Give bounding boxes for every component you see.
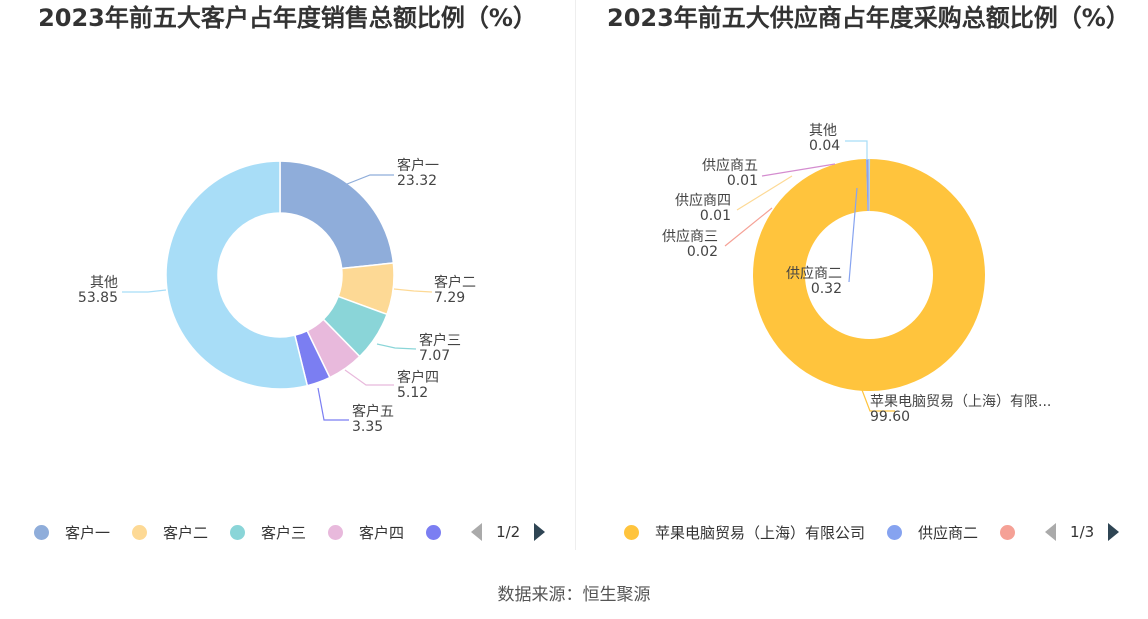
chart-title: 2023年前五大供应商占年度采购总额比例（%） bbox=[607, 4, 1130, 32]
label-leader-line bbox=[724, 207, 773, 247]
customer-chart-panel: 2023年前五大客户占年度销售总额比例（%） 客户一 23.32 客户二 7.29 客户… bbox=[0, 0, 575, 550]
legend-pager: 1/3 bbox=[1045, 523, 1120, 541]
legend-dot bbox=[887, 524, 903, 540]
slice-label: 其他 bbox=[809, 123, 837, 139]
pie-slice[interactable] bbox=[279, 160, 395, 270]
data-source-note: 数据来源：恒生聚源 bbox=[497, 585, 651, 605]
slice-label: 供应商四 bbox=[675, 192, 731, 209]
prev-page-icon[interactable] bbox=[1045, 523, 1057, 541]
slice-label: 供应商二 bbox=[786, 265, 842, 282]
pie-slice[interactable] bbox=[753, 159, 986, 391]
slice-value-label: 5.12 bbox=[397, 385, 428, 401]
label-leader-line bbox=[393, 288, 433, 293]
slice-label: 客户一 bbox=[397, 157, 439, 174]
legend-page-indicator: 1/2 bbox=[496, 523, 521, 541]
slice-value-label: 0.02 bbox=[687, 244, 718, 260]
slice-value-label: 0.01 bbox=[700, 208, 731, 224]
legend-page-indicator: 1/3 bbox=[1070, 523, 1095, 541]
legend-item[interactable]: 供应商二 bbox=[887, 522, 978, 543]
legend-dot bbox=[230, 524, 246, 540]
next-page-icon[interactable] bbox=[1108, 523, 1120, 541]
legend-item[interactable]: 客户四 bbox=[328, 522, 404, 543]
legend-label: 客户一 bbox=[65, 523, 111, 542]
slice-label: 客户三 bbox=[419, 332, 461, 349]
legend-label: 客户三 bbox=[261, 523, 307, 542]
legend-item[interactable] bbox=[1000, 524, 1031, 540]
legend-item[interactable] bbox=[426, 524, 457, 540]
supplier-chart-panel: 2023年前五大供应商占年度采购总额比例（%） 苹果电脑贸易（上海）有限... 9… bbox=[577, 0, 1148, 550]
label-leader-line bbox=[761, 163, 836, 177]
legend-item[interactable]: 客户三 bbox=[230, 522, 306, 543]
pie-slice[interactable] bbox=[165, 160, 309, 390]
legend-item[interactable]: 客户二 bbox=[132, 522, 208, 543]
slice-value-label: 3.35 bbox=[352, 419, 383, 435]
slice-label: 客户二 bbox=[434, 274, 476, 291]
label-leader-line bbox=[848, 187, 858, 283]
legend-dot bbox=[34, 524, 49, 540]
label-leader-line bbox=[736, 175, 793, 211]
slice-value-label: 23.32 bbox=[397, 173, 437, 189]
slice-value-label: 0.01 bbox=[727, 173, 758, 189]
legend-dot bbox=[328, 524, 344, 540]
legend-item[interactable]: 苹果电脑贸易（上海）有限公司 bbox=[624, 522, 865, 543]
pie-slice[interactable] bbox=[866, 159, 869, 212]
legend-label: 供应商二 bbox=[918, 523, 979, 542]
prev-page-icon[interactable] bbox=[471, 523, 483, 541]
label-leader-line bbox=[845, 140, 868, 160]
label-leader-line bbox=[376, 343, 417, 350]
slice-label: 供应商五 bbox=[702, 157, 758, 174]
legend-item[interactable]: 客户一 bbox=[34, 522, 110, 543]
pie-slice[interactable] bbox=[868, 159, 871, 212]
legend-label: 客户四 bbox=[359, 523, 405, 542]
slice-value-label: 0.32 bbox=[811, 281, 842, 297]
label-leader-line bbox=[122, 289, 167, 293]
slice-value-label: 7.29 bbox=[434, 290, 465, 306]
legend-label: 苹果电脑贸易（上海）有限公司 bbox=[655, 523, 866, 542]
legend-label: 客户二 bbox=[163, 523, 209, 542]
slice-value-label: 7.07 bbox=[419, 348, 450, 364]
label-leader-line bbox=[344, 369, 394, 386]
supplier-legend: 苹果电脑贸易（上海）有限公司 供应商二 1/3 bbox=[624, 518, 1120, 546]
legend-pager: 1/2 bbox=[471, 523, 546, 541]
slice-label: 苹果电脑贸易（上海）有限... bbox=[870, 394, 1051, 410]
label-leader-line bbox=[341, 174, 394, 187]
label-leader-line bbox=[861, 389, 895, 412]
slice-label: 客户五 bbox=[352, 403, 394, 420]
slice-value-label: 0.04 bbox=[809, 138, 840, 154]
slice-value-label: 99.60 bbox=[870, 409, 910, 425]
slice-label: 供应商三 bbox=[662, 228, 718, 245]
next-page-icon[interactable] bbox=[534, 523, 546, 541]
slice-value-label: 53.85 bbox=[78, 290, 118, 306]
slice-label: 其他 bbox=[90, 275, 118, 291]
customer-legend: 客户一 客户二 客户三 客户四 1/2 bbox=[34, 518, 546, 546]
label-leader-line bbox=[317, 387, 349, 421]
legend-dot bbox=[132, 524, 148, 540]
slice-label: 客户四 bbox=[397, 369, 439, 386]
chart-title: 2023年前五大客户占年度销售总额比例（%） bbox=[38, 4, 537, 32]
panel-divider bbox=[575, 0, 576, 550]
legend-dot bbox=[426, 524, 442, 540]
legend-dot bbox=[1000, 524, 1016, 540]
legend-dot bbox=[624, 524, 639, 540]
